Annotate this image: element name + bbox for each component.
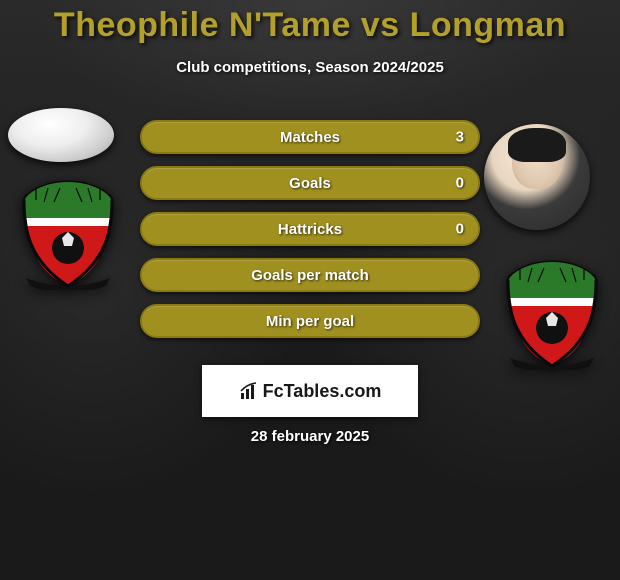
stat-row-hattricks: Hattricks 0 xyxy=(140,212,480,246)
stat-right-value: 0 xyxy=(456,175,464,192)
stats-block: Matches 3 Goals 0 Hattricks 0 Goals per … xyxy=(140,120,480,350)
stat-label: Hattricks xyxy=(278,221,342,238)
page-title: Theophile N'Tame vs Longman xyxy=(0,0,620,45)
stat-row-mpg: Min per goal xyxy=(140,304,480,338)
stats-icon xyxy=(239,381,259,401)
club-crest-right xyxy=(502,258,602,370)
stat-label: Min per goal xyxy=(266,313,354,330)
stat-row-matches: Matches 3 xyxy=(140,120,480,154)
club-crest-left xyxy=(18,178,118,290)
stat-label: Matches xyxy=(280,129,340,146)
player-left-avatar xyxy=(8,108,114,162)
subtitle: Club competitions, Season 2024/2025 xyxy=(0,59,620,76)
stat-right-value: 3 xyxy=(456,129,464,146)
source-badge: FcTables.com xyxy=(202,365,418,417)
stat-label: Goals xyxy=(289,175,331,192)
date-text: 28 february 2025 xyxy=(0,428,620,445)
source-badge-label: FcTables.com xyxy=(263,381,382,402)
comparison-card: Theophile N'Tame vs Longman Club competi… xyxy=(0,0,620,580)
stat-label: Goals per match xyxy=(251,267,369,284)
stat-row-gpm: Goals per match xyxy=(140,258,480,292)
stat-row-goals: Goals 0 xyxy=(140,166,480,200)
player-right-avatar xyxy=(484,124,590,230)
stat-right-value: 0 xyxy=(456,221,464,238)
source-badge-text: FcTables.com xyxy=(239,381,382,402)
